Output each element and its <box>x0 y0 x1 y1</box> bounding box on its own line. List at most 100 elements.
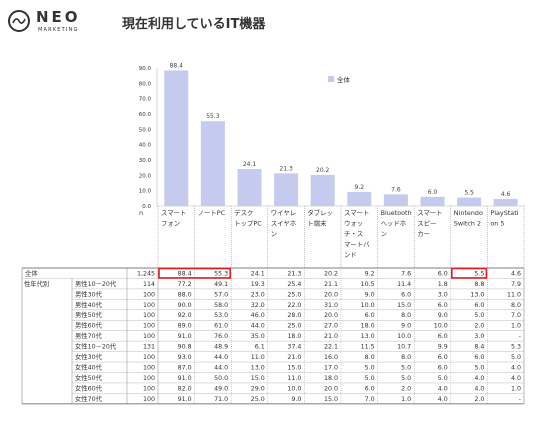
table-cell: 17.0 <box>324 364 338 371</box>
table-cell: 35.0 <box>251 333 265 340</box>
category-label: Nintendo <box>454 209 483 217</box>
table-cell: 91.0 <box>178 333 192 340</box>
legend-swatch <box>328 76 334 82</box>
table-cell: 49.0 <box>214 385 228 392</box>
row-label: 全体 <box>25 268 38 277</box>
table-cell: 4.0 <box>474 375 484 382</box>
table-cell: 53.0 <box>214 312 228 319</box>
table-cell: 3.0 <box>438 291 448 298</box>
category-label: タブレッ <box>307 208 333 217</box>
bar <box>200 121 225 206</box>
row-n: 100 <box>143 323 155 330</box>
category-label: ン <box>271 230 277 238</box>
y-tick-label: 50.0 <box>139 127 152 133</box>
table-cell: 11.0 <box>251 354 265 361</box>
row-label: 女性60代 <box>75 383 103 392</box>
table-cell: 5.0 <box>474 312 484 319</box>
table-cell: 18.0 <box>324 375 338 382</box>
table-cell: 1.0 <box>511 385 521 392</box>
category-label: ウォッ <box>344 220 363 228</box>
row-label: 男性60代 <box>75 321 103 330</box>
table-cell: 11.4 <box>397 281 411 288</box>
row-n: 100 <box>143 312 155 319</box>
data-label: 20.2 <box>316 167 330 174</box>
table-cell: 10.0 <box>287 385 301 392</box>
category-label: カー <box>417 230 430 238</box>
category-label: フォン <box>161 220 180 228</box>
row-n: 100 <box>143 354 155 361</box>
table-cell: 3.0 <box>474 333 484 340</box>
table-cell: - <box>519 333 521 340</box>
category-label: on 5 <box>490 220 504 228</box>
category-label: スピー <box>417 220 436 228</box>
y-tick-label: 80.0 <box>139 81 152 87</box>
row-label: 男性70代 <box>75 331 103 340</box>
logo-tagline: MARKETING <box>38 27 79 33</box>
table-cell: 58.0 <box>214 302 228 309</box>
wave-icon <box>8 10 30 32</box>
category-label: Bluetooth <box>381 209 412 217</box>
category-label: ノートPC <box>198 209 226 217</box>
legend-label: 全体 <box>337 75 351 84</box>
table-cell: 20.2 <box>324 270 338 277</box>
category-label: ワイヤレ <box>271 209 296 217</box>
row-n: 1,245 <box>137 270 155 277</box>
table-cell: 25.0 <box>287 323 301 330</box>
table-cell: 10.5 <box>361 281 375 288</box>
table-cell: 20.0 <box>324 312 338 319</box>
table-cell: 2.0 <box>474 396 484 403</box>
table-cell: 8.8 <box>474 281 484 288</box>
table-cell: 82.0 <box>178 385 192 392</box>
table-cell: 27.0 <box>324 323 338 330</box>
logo-name: NEO <box>36 8 81 26</box>
table-cell: 5.3 <box>511 344 521 351</box>
row-label: 女性30代 <box>75 352 103 361</box>
row-n: 100 <box>143 375 155 382</box>
table-cell: 22.0 <box>287 302 301 309</box>
table-cell: 13.0 <box>251 364 265 371</box>
table-cell: 8.0 <box>511 302 521 309</box>
table-cell: 15.0 <box>251 375 265 382</box>
table-cell: 8.0 <box>401 312 411 319</box>
table-cell: 5.0 <box>401 375 411 382</box>
table-cell: 90.0 <box>178 302 192 309</box>
table-cell: 57.0 <box>214 291 228 298</box>
row-n: 100 <box>143 396 155 403</box>
row-label: 女性50代 <box>75 373 103 382</box>
table-cell: 4.6 <box>511 270 521 277</box>
bar <box>420 196 445 206</box>
row-label: 男性10－20代 <box>75 279 117 288</box>
table-cell: 8.0 <box>365 354 375 361</box>
page-title: 現在利用しているIT機器 <box>122 17 266 32</box>
bar <box>493 198 518 206</box>
category-label: ト端末 <box>307 219 327 228</box>
table-cell: 48.9 <box>214 344 228 351</box>
data-label: 9.2 <box>355 184 365 191</box>
table-cell: 93.0 <box>178 354 192 361</box>
row-n: 100 <box>143 364 155 371</box>
table-cell: 91.0 <box>178 396 192 403</box>
y-tick-label: 40.0 <box>139 143 152 149</box>
neo-marketing-logo: NEO MARKETING <box>8 8 98 38</box>
table-cell: 9.2 <box>365 270 375 277</box>
table-cell: 32.0 <box>251 302 265 309</box>
row-n: 114 <box>143 281 155 288</box>
table-cell: 8.4 <box>474 344 484 351</box>
y-tick-label: 10.0 <box>139 189 152 195</box>
table-cell: 21.1 <box>324 281 338 288</box>
highlight-box <box>450 267 488 279</box>
row-n: 100 <box>143 333 155 340</box>
table-cell: 16.0 <box>324 354 338 361</box>
bar <box>383 194 408 206</box>
table-cell: 10.0 <box>397 333 411 340</box>
table-cell: 25.4 <box>287 281 301 288</box>
table-cell: 92.0 <box>178 312 192 319</box>
bar <box>310 175 335 206</box>
bar <box>347 191 372 206</box>
table-cell: 6.0 <box>438 270 448 277</box>
table-cell: 9.0 <box>291 396 301 403</box>
table-cell: 55.3 <box>214 270 228 277</box>
table-cell: 9.0 <box>401 323 411 330</box>
